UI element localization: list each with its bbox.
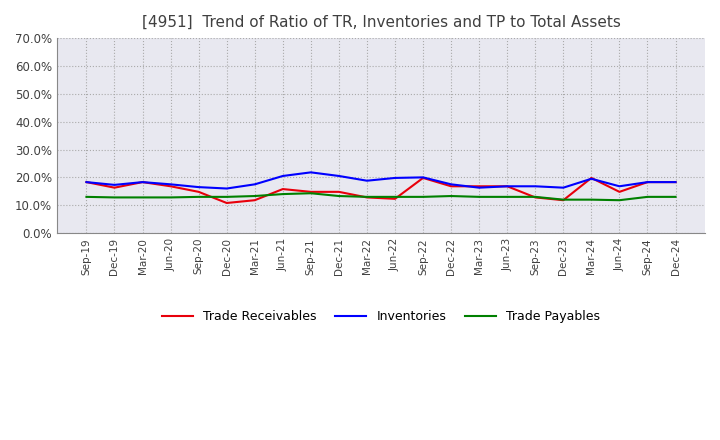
Trade Payables — [363, 194, 372, 199]
Trade Receivables — [559, 198, 567, 203]
Trade Receivables — [279, 187, 287, 192]
Inventories — [335, 173, 343, 179]
Trade Payables — [110, 195, 119, 200]
Trade Payables — [279, 191, 287, 197]
Trade Payables — [671, 194, 680, 199]
Trade Receivables — [419, 175, 428, 180]
Inventories — [531, 183, 539, 189]
Line: Trade Payables: Trade Payables — [86, 193, 675, 200]
Trade Receivables — [503, 183, 511, 189]
Inventories — [391, 175, 400, 180]
Inventories — [279, 173, 287, 179]
Inventories — [447, 182, 456, 187]
Trade Receivables — [251, 198, 259, 203]
Trade Payables — [82, 194, 91, 199]
Trade Receivables — [671, 180, 680, 185]
Trade Receivables — [307, 189, 315, 194]
Trade Receivables — [363, 195, 372, 200]
Inventories — [194, 184, 203, 190]
Inventories — [307, 170, 315, 175]
Inventories — [138, 180, 147, 185]
Trade Receivables — [110, 185, 119, 191]
Trade Receivables — [587, 175, 595, 180]
Trade Receivables — [447, 183, 456, 189]
Inventories — [363, 178, 372, 183]
Trade Payables — [166, 195, 175, 200]
Trade Payables — [615, 198, 624, 203]
Inventories — [671, 180, 680, 185]
Trade Payables — [138, 195, 147, 200]
Trade Payables — [643, 194, 652, 199]
Trade Payables — [335, 194, 343, 199]
Inventories — [251, 182, 259, 187]
Trade Payables — [475, 194, 484, 199]
Inventories — [166, 182, 175, 187]
Trade Payables — [587, 197, 595, 202]
Inventories — [475, 185, 484, 191]
Trade Receivables — [643, 180, 652, 185]
Inventories — [110, 182, 119, 187]
Inventories — [587, 176, 595, 181]
Trade Payables — [194, 194, 203, 199]
Trade Receivables — [222, 200, 231, 205]
Trade Receivables — [194, 189, 203, 194]
Trade Payables — [222, 194, 231, 199]
Trade Receivables — [138, 180, 147, 185]
Inventories — [222, 186, 231, 191]
Trade Payables — [447, 194, 456, 199]
Inventories — [503, 183, 511, 189]
Trade Receivables — [531, 195, 539, 200]
Inventories — [615, 183, 624, 189]
Title: [4951]  Trend of Ratio of TR, Inventories and TP to Total Assets: [4951] Trend of Ratio of TR, Inventories… — [142, 15, 621, 30]
Trade Payables — [251, 194, 259, 199]
Trade Receivables — [475, 183, 484, 189]
Legend: Trade Receivables, Inventories, Trade Payables: Trade Receivables, Inventories, Trade Pa… — [157, 305, 606, 328]
Inventories — [643, 180, 652, 185]
Trade Payables — [307, 191, 315, 196]
Trade Receivables — [166, 183, 175, 189]
Trade Receivables — [335, 189, 343, 194]
Inventories — [82, 180, 91, 185]
Trade Payables — [559, 197, 567, 202]
Inventories — [419, 175, 428, 180]
Inventories — [559, 185, 567, 191]
Line: Trade Receivables: Trade Receivables — [86, 178, 675, 203]
Trade Receivables — [391, 196, 400, 202]
Trade Payables — [391, 194, 400, 199]
Trade Payables — [503, 194, 511, 199]
Trade Payables — [419, 194, 428, 199]
Trade Receivables — [615, 189, 624, 194]
Line: Inventories: Inventories — [86, 172, 675, 188]
Trade Payables — [531, 194, 539, 199]
Trade Receivables — [82, 180, 91, 185]
